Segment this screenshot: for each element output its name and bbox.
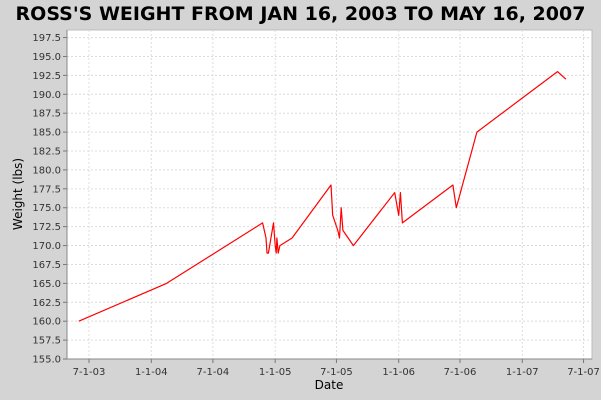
plot-area: [66, 29, 593, 360]
y-tick-label: 157.5: [32, 336, 61, 347]
x-tick-label: 1-1-05: [259, 367, 292, 378]
y-tick-label: 180.0: [32, 165, 61, 176]
x-tick-label: 7-1-06: [444, 367, 477, 378]
y-tick-label: 187.5: [32, 109, 61, 120]
series-line: [78, 70, 567, 322]
y-tick-label: 192.5: [32, 71, 61, 82]
x-tick-label: 7-1-04: [197, 367, 230, 378]
y-tick-label: 172.5: [32, 222, 61, 233]
y-tick-label: 182.5: [32, 147, 61, 158]
y-tick-label: 170.0: [32, 241, 61, 252]
x-tick-label: 7-1-03: [73, 367, 106, 378]
y-tick-label: 155.0: [32, 355, 61, 366]
y-tick-label: 175.0: [32, 203, 61, 214]
y-tick-label: 177.5: [32, 184, 61, 195]
x-axis-title: Date: [315, 378, 344, 392]
x-tick-label: 1-1-06: [382, 367, 415, 378]
x-tick-label: 7-1-05: [320, 367, 353, 378]
y-tick-label: 165.0: [32, 279, 61, 290]
y-tick-label: 185.0: [32, 128, 61, 139]
series-layer: [78, 70, 567, 322]
y-tick-label: 160.0: [32, 317, 61, 328]
y-tick-label: 197.5: [32, 33, 61, 44]
x-tick-label: 7-1-07: [567, 367, 600, 378]
y-tick-label: 167.5: [32, 260, 61, 271]
chart-title: ROSS'S WEIGHT FROM JAN 16, 2003 TO MAY 1…: [15, 3, 586, 25]
x-tick-label: 1-1-07: [506, 367, 539, 378]
x-tick-label: 1-1-04: [135, 367, 168, 378]
y-tick-label: 190.0: [32, 90, 61, 101]
axes: 155.0 157.5 160.0 162.5 165.0 167.5 170.0 172.5…: [32, 30, 600, 378]
y-tick-label: 162.5: [32, 298, 61, 309]
y-tick-label: 195.0: [32, 52, 61, 63]
y-axis-title: Weight (lbs): [11, 158, 25, 230]
